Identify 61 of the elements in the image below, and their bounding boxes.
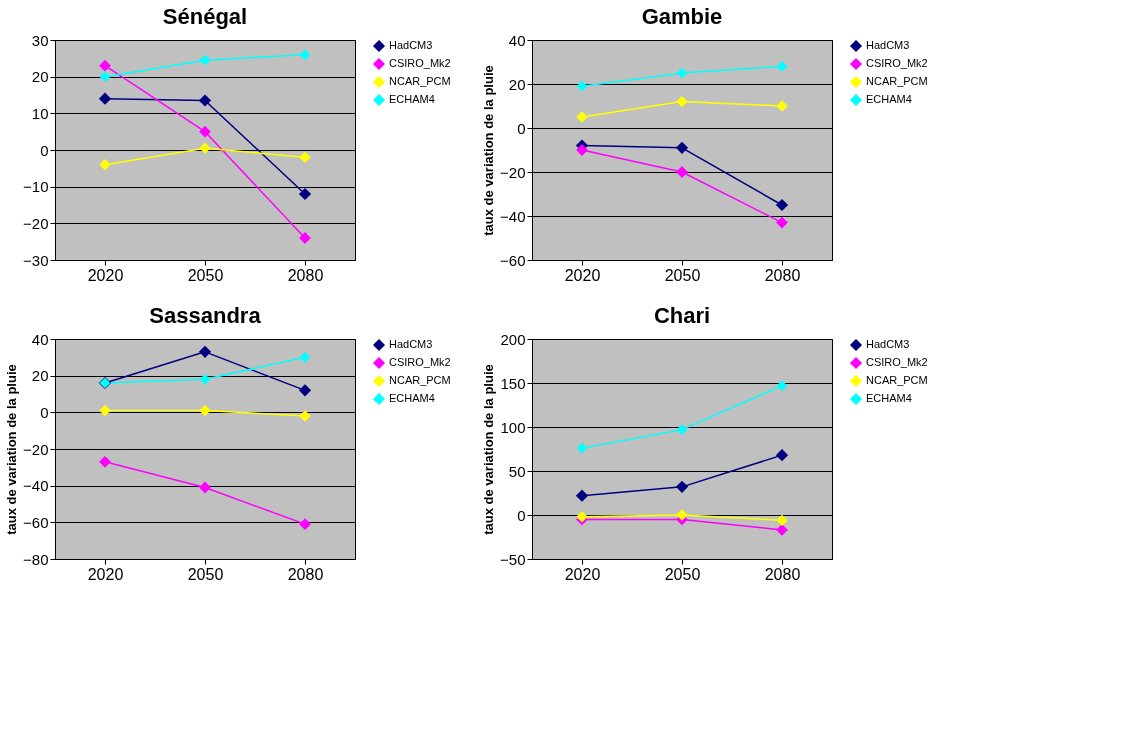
legend-label: HadCM3 (866, 338, 910, 350)
y-tick-label: −60 (500, 251, 526, 269)
y-tick-label: −80 (23, 550, 49, 568)
y-axis-title: taux de variation de la pluie (4, 364, 20, 535)
y-tick-label: 40 (31, 330, 49, 348)
legend-label: HadCM3 (866, 39, 910, 51)
y-tick-label: 200 (500, 330, 526, 348)
legend-label: HadCM3 (389, 39, 433, 51)
x-tick-label: 2050 (187, 565, 224, 583)
x-tick-label: 2050 (187, 266, 224, 284)
legend-label: NCAR_PCM (389, 374, 451, 386)
y-tick-label: 100 (500, 418, 526, 436)
y-tick-label: 150 (500, 374, 526, 392)
y-tick-label: 20 (31, 68, 49, 86)
x-tick-label: 2020 (564, 266, 601, 284)
y-tick-label: 20 (508, 75, 526, 93)
y-tick-label: −50 (500, 550, 526, 568)
legend-label: NCAR_PCM (389, 75, 451, 87)
x-tick-label: 2020 (87, 266, 124, 284)
chart-title: Chari (653, 303, 711, 328)
legend-label: CSIRO_Mk2 (866, 57, 928, 69)
x-tick-label: 2080 (287, 266, 324, 284)
x-tick-label: 2050 (664, 565, 701, 583)
legend-label: ECHAM4 (389, 93, 435, 105)
chart-title: Gambie (641, 4, 723, 29)
y-tick-label: 0 (517, 506, 526, 524)
y-tick-label: 10 (31, 104, 49, 122)
legend-label: NCAR_PCM (866, 374, 928, 386)
y-tick-label: 50 (508, 462, 526, 480)
y-tick-label: −20 (23, 214, 49, 232)
y-tick-label: −20 (500, 163, 526, 181)
x-tick-label: 2080 (287, 565, 324, 583)
legend-label: CSIRO_Mk2 (389, 356, 451, 368)
y-tick-label: 0 (40, 141, 49, 159)
x-tick-label: 2050 (664, 266, 701, 284)
legend-label: CSIRO_Mk2 (389, 57, 451, 69)
chart-title: Sénégal (162, 4, 248, 29)
legend-label: CSIRO_Mk2 (866, 356, 928, 368)
y-tick-label: 0 (517, 119, 526, 137)
y-tick-label: 20 (31, 367, 49, 385)
y-tick-label: −60 (23, 513, 49, 531)
x-tick-label: 2080 (764, 266, 801, 284)
y-tick-label: 0 (40, 403, 49, 421)
y-tick-label: 40 (508, 31, 526, 49)
y-tick-label: −30 (23, 251, 49, 269)
y-tick-label: −10 (23, 178, 49, 196)
y-tick-label: −40 (23, 477, 49, 495)
y-tick-label: −20 (23, 440, 49, 458)
y-axis-title: taux de variation de la pluie (481, 65, 497, 236)
legend-label: ECHAM4 (866, 93, 912, 105)
legend-label: ECHAM4 (389, 392, 435, 404)
legend-label: HadCM3 (389, 338, 433, 350)
x-tick-label: 2080 (764, 565, 801, 583)
x-tick-label: 2020 (87, 565, 124, 583)
y-tick-label: −40 (500, 207, 526, 225)
y-axis-title: taux de variation de la pluie (481, 364, 497, 535)
x-tick-label: 2020 (564, 565, 601, 583)
chart-title: Sassandra (149, 303, 262, 328)
legend-label: ECHAM4 (866, 392, 912, 404)
legend-label: NCAR_PCM (866, 75, 928, 87)
y-tick-label: 30 (31, 31, 49, 49)
